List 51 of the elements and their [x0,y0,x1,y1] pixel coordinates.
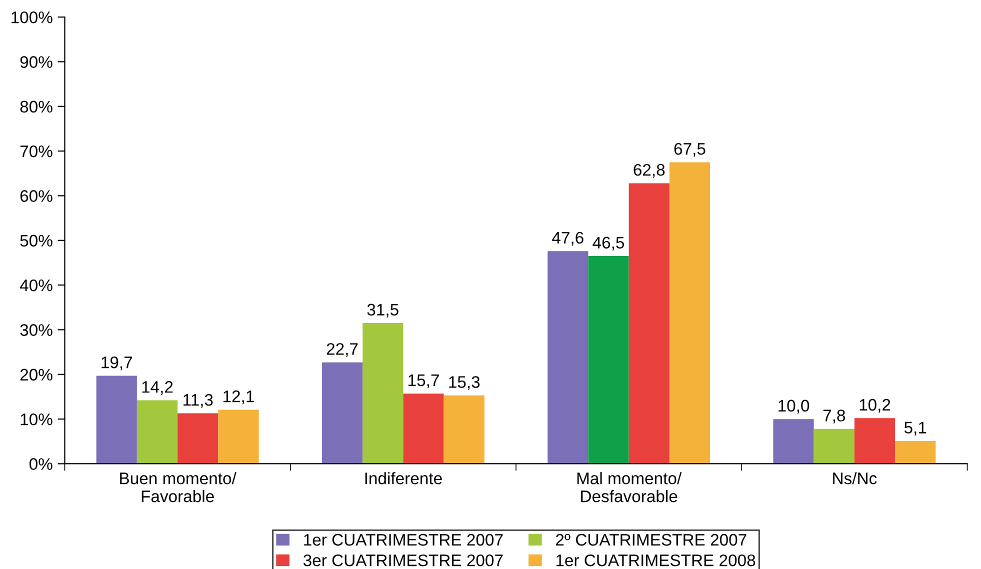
bar [96,376,137,464]
data-label: 14,2 [142,381,173,395]
bar [814,428,854,464]
bar [403,394,444,464]
bar [136,400,178,464]
legend-label: 3er CUATRIMESTRE 2007 [303,554,503,566]
y-tick-label: 90% [20,56,52,68]
y-tick-label: 70% [20,145,52,158]
y-tick-label: 100% [12,11,52,24]
data-label: 5,1 [904,422,926,436]
bar [669,162,710,464]
data-label: 31,5 [367,304,398,318]
bar [854,418,896,464]
bar [444,395,484,464]
data-label: 10,2 [860,398,890,413]
data-label: 47,6 [552,232,584,246]
bar [178,413,218,464]
y-tick-label: 60% [20,190,52,202]
data-label: 12,1 [224,390,254,404]
data-label: 15,3 [449,376,480,390]
data-label: 10,0 [778,400,810,414]
legend-label: 1er CUATRIMESTRE 2008 [556,554,756,566]
y-tick-label: 50% [20,234,52,247]
bar [548,251,588,464]
data-label: 67,5 [674,142,706,157]
data-label: 19,7 [102,356,132,370]
legend-label: 1er CUATRIMESTRE 2007 [304,534,503,546]
bar [588,256,629,464]
data-label: 7,8 [823,410,846,424]
data-label: 22,7 [326,343,358,357]
y-tick-label: 80% [20,100,52,113]
x-tick-label: Mal momento/ Desfavorable [577,472,682,502]
y-tick-label: 30% [20,324,52,336]
x-tick-label: Indiferente [365,472,442,484]
bar [773,419,814,464]
bar [895,440,936,464]
y-tick-label: 0% [30,458,52,470]
legend-label: 2º CUATRIMESTRE 2007 [556,534,746,546]
x-tick-label: Buen momento/ Favorable [120,472,236,502]
y-tick-label: 10% [20,413,52,426]
bar [362,323,404,464]
data-label: 62,8 [634,164,665,178]
x-tick-label: Ns/Nc [833,472,877,484]
bar [322,362,363,464]
bar [628,183,670,464]
y-tick-label: 40% [20,279,52,292]
data-label: 11,3 [184,394,213,408]
data-label: 15,7 [408,374,439,388]
y-tick-label: 20% [20,368,52,381]
bar [218,410,259,464]
data-label: 46,5 [592,236,624,251]
